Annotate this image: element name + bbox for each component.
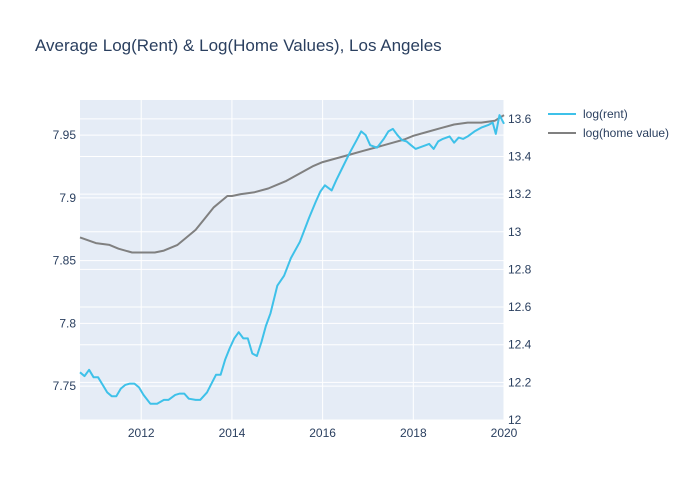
series-lines [79,114,505,405]
y-axis-left-ticks: 7.75 7.8 7.85 7.9 7.95 [53,128,77,393]
y-left-tick-label: 7.9 [59,191,76,205]
y-right-tick-label: 12 [508,413,522,427]
y-left-tick-label: 7.75 [53,379,77,393]
y-right-tick-label: 12.2 [508,375,532,389]
x-tick-label: 2020 [491,426,518,440]
y-left-tick-label: 7.85 [53,254,77,268]
y-right-tick-label: 13 [508,225,522,239]
x-tick-label: 2012 [128,426,155,440]
legend-label: log(rent) [583,107,628,121]
y-right-tick-label: 13.2 [508,187,532,201]
y-right-tick-label: 12.8 [508,262,532,276]
series-line-log-rent- [79,114,505,405]
x-tick-label: 2018 [400,426,427,440]
series-line-log-home-value- [79,114,505,254]
x-tick-label: 2016 [309,426,336,440]
legend: log(rent) log(home value) [548,107,669,140]
y-axis-right-ticks: 12 12.2 12.4 12.6 12.8 13 13.2 13.4 13.6 [508,112,532,427]
x-axis-ticks: 2012 2014 2016 2018 2020 [128,426,518,440]
y-right-tick-label: 12.4 [508,338,532,352]
legend-label: log(home value) [583,126,669,140]
y-right-tick-label: 13.4 [508,149,532,163]
x-tick-label: 2014 [219,426,246,440]
y-left-tick-label: 7.95 [53,128,77,142]
grid [80,100,505,421]
y-right-tick-label: 12.6 [508,300,532,314]
y-left-tick-label: 7.8 [59,316,76,330]
plot-background [80,100,504,420]
chart-title: Average Log(Rent) & Log(Home Values), Lo… [35,36,442,55]
y-right-tick-label: 13.6 [508,112,532,126]
